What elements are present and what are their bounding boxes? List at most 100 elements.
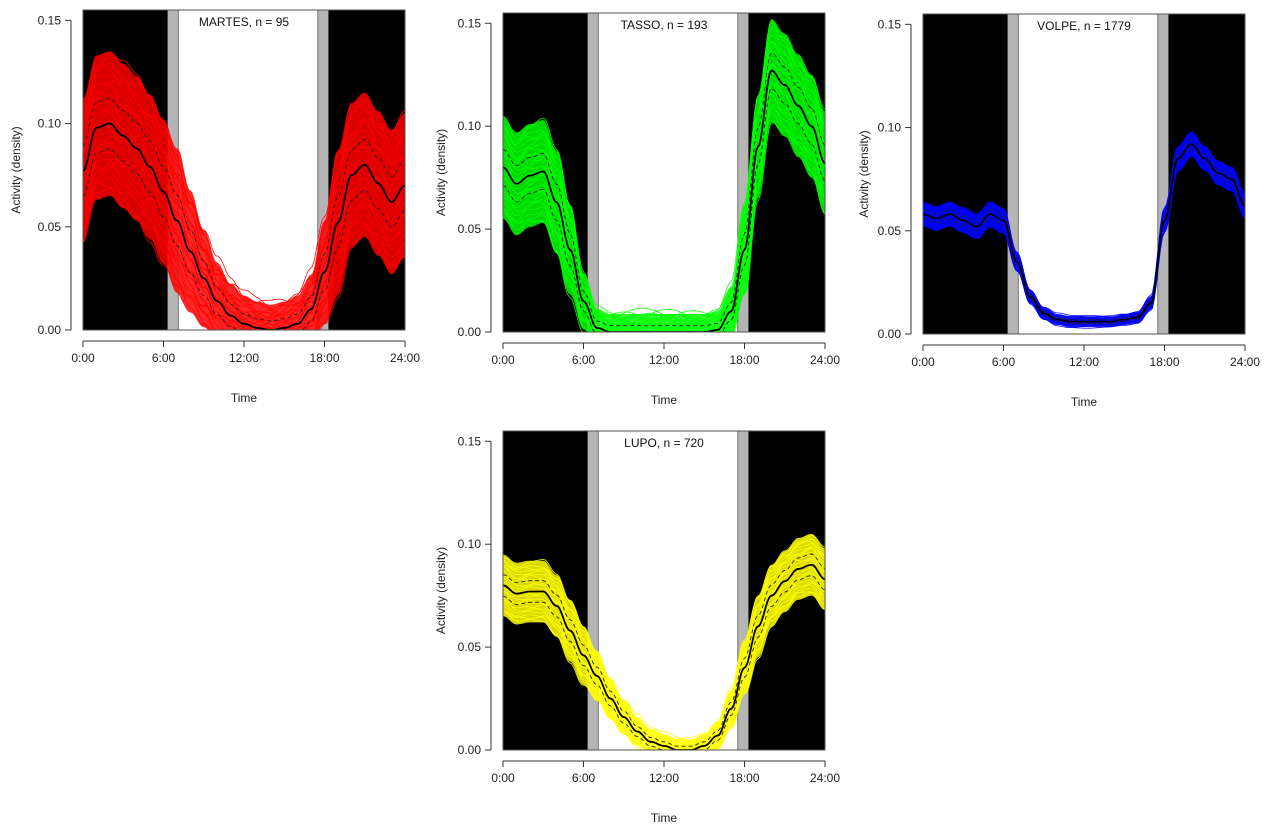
y-tick-label: 0.05 — [38, 220, 62, 234]
night-band-0 — [923, 14, 1008, 334]
bootstrap-line-23 — [503, 27, 825, 327]
x-tick-label: 24:00 — [1230, 355, 1260, 369]
bootstrap-line-16 — [503, 50, 825, 332]
y-tick-label: 0.15 — [38, 13, 62, 27]
plot-area — [83, 10, 405, 330]
bootstrap-line-12 — [503, 566, 825, 749]
mean-activity-line — [503, 563, 825, 750]
bootstrap-line-11 — [503, 82, 825, 332]
x-tick-label: 24:00 — [810, 771, 840, 785]
twilight-band-1 — [1157, 14, 1169, 334]
bootstrap-line-5 — [503, 584, 825, 750]
bootstrap-line-24 — [503, 21, 825, 326]
bootstrap-line-2 — [83, 187, 405, 330]
bootstrap-line-25 — [923, 133, 1245, 320]
ci-upper-line — [83, 97, 405, 322]
plot-frame — [502, 12, 826, 333]
bootstrap-line-8 — [503, 572, 825, 750]
bootstrap-line-5 — [503, 90, 825, 332]
bootstrap-line-0 — [503, 122, 825, 332]
twilight-band-0 — [1007, 14, 1019, 334]
bootstrap-line-15 — [503, 64, 825, 332]
bootstrap-line-22 — [503, 42, 825, 328]
bootstrap-line-3 — [503, 112, 825, 332]
y-tick-label: 0.15 — [458, 16, 482, 30]
y-tick-label: 0.05 — [458, 640, 482, 654]
bootstrap-line-1 — [503, 106, 825, 332]
bootstrap-envelope — [503, 19, 825, 332]
mean-activity-line — [923, 143, 1245, 323]
bootstrap-line-13 — [83, 130, 405, 330]
bootstrap-line-24 — [83, 73, 405, 316]
bootstrap-line-25 — [83, 54, 405, 319]
bootstrap-line-11 — [503, 563, 825, 750]
ci-upper-line — [503, 52, 825, 327]
twilight-band-0 — [587, 431, 599, 750]
y-tick-label: 0.10 — [38, 117, 62, 131]
y-tick-label: 0.05 — [458, 222, 482, 236]
x-tick-label: 6:00 — [152, 351, 176, 365]
y-tick-label: 0.00 — [38, 323, 62, 337]
x-axis-label: Time — [651, 811, 678, 825]
bootstrap-line-6 — [83, 162, 405, 330]
bootstrap-line-7 — [83, 141, 405, 330]
plot-area — [923, 14, 1245, 334]
chart-lupo: LUPO, n = 720 0.00 0.05 0.10 0.15 0:00 6:00 12:… — [434, 430, 840, 825]
bootstrap-line-7 — [503, 98, 825, 332]
x-tick-label: 18:00 — [729, 771, 759, 785]
bootstrap-line-11 — [83, 120, 405, 330]
bootstrap-line-19 — [83, 82, 405, 320]
ci-lower-line — [83, 148, 405, 330]
bootstrap-line-4 — [923, 152, 1245, 328]
bootstrap-line-0 — [83, 177, 405, 330]
bootstrap-line-9 — [83, 150, 405, 330]
bootstrap-line-13 — [503, 567, 825, 750]
chart-title: VOLPE, n = 1779 — [1037, 19, 1131, 33]
bootstrap-line-23 — [923, 133, 1245, 320]
x-axis-label: Time — [651, 393, 678, 407]
y-tick-label: 0.10 — [878, 121, 902, 135]
mean-activity-line — [83, 122, 405, 330]
bootstrap-line-25 — [503, 29, 825, 324]
y-tick-label: 0.10 — [458, 537, 482, 551]
x-tick-label: 18:00 — [309, 351, 339, 365]
plot-frame — [82, 9, 406, 331]
bootstrap-line-3 — [83, 165, 405, 330]
x-tick-label: 12:00 — [1069, 355, 1099, 369]
ci-upper-line — [923, 139, 1245, 321]
bootstrap-line-1 — [923, 152, 1245, 329]
chart-title: TASSO, n = 193 — [621, 18, 708, 32]
bootstrap-line-23 — [503, 541, 825, 741]
x-tick-label: 18:00 — [729, 353, 759, 367]
bootstrap-line-21 — [83, 80, 405, 326]
bootstrap-line-24 — [503, 543, 825, 742]
x-tick-label: 0:00 — [911, 355, 935, 369]
x-tick-label: 18:00 — [1149, 355, 1179, 369]
y-tick-label: 0.00 — [458, 743, 482, 757]
bootstrap-line-15 — [503, 554, 825, 750]
bootstrap-line-19 — [503, 547, 825, 746]
bootstrap-line-15 — [83, 100, 405, 330]
bootstrap-envelope — [83, 51, 405, 330]
bootstrap-line-8 — [503, 85, 825, 332]
chart-title: MARTES, n = 95 — [199, 15, 289, 29]
x-tick-label: 24:00 — [390, 351, 420, 365]
bootstrap-line-12 — [503, 66, 825, 332]
y-axis-label: Activity (density) — [434, 547, 448, 634]
bootstrap-line-8 — [83, 140, 405, 330]
ci-upper-line — [503, 553, 825, 747]
x-tick-label: 24:00 — [810, 353, 840, 367]
y-tick-label: 0.00 — [878, 327, 902, 341]
x-tick-label: 12:00 — [229, 351, 259, 365]
bootstrap-line-21 — [503, 40, 825, 330]
x-tick-label: 12:00 — [649, 353, 679, 367]
y-axis-label: Activity (density) — [857, 130, 871, 217]
y-tick-label: 0.10 — [458, 119, 482, 133]
chart-tasso: TASSO, n = 193 0.00 0.05 0.10 0.15 0:00 6:00 12… — [434, 12, 840, 407]
bootstrap-line-18 — [503, 57, 825, 332]
mean-activity-line — [503, 69, 825, 332]
chart-martes: MARTES, n = 95 0.00 0.05 0.10 0.15 0:00 6:00 12… — [9, 9, 420, 405]
bootstrap-line-1 — [83, 181, 405, 330]
x-tick-label: 6:00 — [572, 771, 596, 785]
y-tick-label: 0.05 — [878, 224, 902, 238]
